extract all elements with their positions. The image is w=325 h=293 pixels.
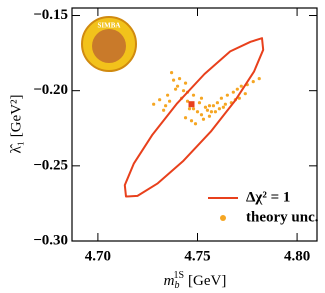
x-label-unit: [GeV] [188,273,226,289]
scatter-point [158,98,162,102]
scatter-point [243,92,247,96]
scatter-point [209,110,214,114]
scatter-point [201,117,206,121]
scatter-point [152,102,156,106]
scatter-point [257,77,261,81]
scatter-point [235,87,239,91]
scatter-point [185,99,190,103]
scatter-point [211,104,216,108]
scatter-point [183,81,188,85]
logo-text: SIMBA [98,22,121,30]
scatter-point [207,104,212,108]
y-tick-label: −0.30 [33,232,68,248]
legend-label: theory unc. [246,209,319,225]
scatter-point [191,107,196,111]
y-tick-label: −0.20 [33,82,68,98]
legend-marker [220,215,226,221]
scatter-point [205,108,210,112]
scatter-point [187,107,192,111]
x-label-base: m [164,273,175,289]
plot-frame [71,7,318,242]
x-axis-label: mb1S [GeV] [164,270,227,291]
scatter-point [197,101,202,105]
best-fit [188,101,195,108]
x-tick-label: 4.80 [284,248,310,264]
y-axis-label: λ̂₁ [GeV²] [8,94,24,153]
scatter-point [189,119,194,123]
scatter-point [195,110,200,114]
scatter-point [239,84,243,88]
scatter-point [203,105,208,109]
scatter-point [223,102,227,106]
x-label-sub: b [174,280,179,291]
logo: SIMBA [81,16,137,72]
x-tick-label: 4.70 [85,248,111,264]
x-label-sup: 1S [173,270,184,281]
scatter-point [207,114,212,118]
ellipse [123,37,265,198]
scatter-point [225,93,229,97]
scatter-point [173,87,178,91]
logo-face [92,29,126,63]
scatter-point [219,96,223,100]
scatter-point [237,96,241,100]
scatter-point [199,113,204,117]
scatter-point [221,105,225,109]
legend-label: Δχ² = 1 [246,189,290,205]
scatter-point [183,116,188,120]
scatter-point [169,71,174,75]
scatter-point [193,122,198,126]
scatter-point [217,107,221,111]
scatter-point [181,89,186,93]
scatter-point [162,108,166,112]
x-tick-label: 4.75 [184,248,210,264]
scatter-point [166,93,170,97]
scatter-point [175,84,180,88]
scatter-point [168,99,172,103]
scatter-point [191,93,196,97]
scatter-point [251,80,255,84]
scatter-point [199,96,204,100]
scatter-point [177,77,182,81]
y-tick-label: −0.25 [33,157,68,173]
scatter-point [231,90,235,94]
scatter-point [171,78,176,82]
y-tick-label: −0.15 [33,7,68,23]
scatter-point [215,101,220,105]
scatter-point [213,110,218,114]
scatter-point [164,104,168,108]
